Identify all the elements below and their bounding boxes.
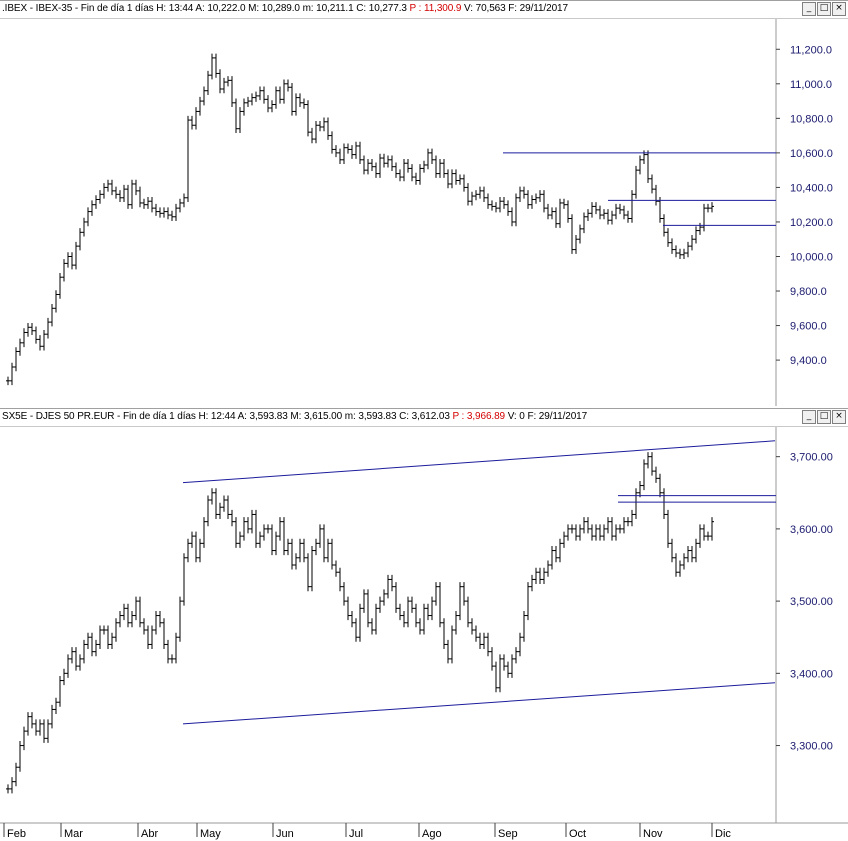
sx5e-close: C: 3,612.03 (399, 411, 450, 422)
sx5e-open: A: 3,593.83 (237, 411, 288, 422)
sx5e-trendline[interactable] (182, 682, 776, 725)
sx5e-y-tick-label: 3,500.00 (790, 596, 833, 608)
sx5e-x-tick-label: Nov (643, 828, 663, 840)
maximize-icon[interactable]: □ (817, 410, 831, 424)
ibex-y-tick-label: 11,000.0 (790, 79, 832, 91)
sx5e-y-tick-label: 3,700.00 (790, 452, 833, 464)
sx5e-header-text: SX5E - DJES 50 PR.EUR - Fin de día 1 día… (2, 411, 587, 422)
ibex-chart: 9,400.0 9,600.0 9,800.0 10,000.0 10,200.0 10,… (6, 19, 833, 406)
sx5e-x-tick-label: Mar (64, 828, 83, 840)
sx5e-x-tick-label: Dic (715, 828, 731, 840)
ibex-date: F: 29/11/2017 (508, 3, 568, 14)
ibex-y-tick-label: 11,200.0 (790, 44, 832, 56)
sx5e-high: M: 3,615.00 (290, 411, 343, 422)
sx5e-x-tick-label: Ago (422, 828, 442, 840)
ibex-time: H: 13:44 (156, 3, 194, 14)
sx5e-date: F: 29/11/2017 (527, 411, 588, 422)
ibex-header-text: .IBEX - IBEX-35 - Fin de día 1 días H: 1… (2, 3, 568, 14)
sx5e-price-series (6, 452, 714, 794)
sx5e-volume: V: 0 (507, 411, 525, 422)
ibex-high: M: 10,289.0 (248, 3, 300, 14)
ibex-y-tick-label: 10,800.0 (790, 113, 833, 125)
ibex-y-tick-label: 10,600.0 (790, 148, 833, 160)
sx5e-low: m: 3,593.83 (344, 411, 397, 422)
sx5e-x-tick-label: Jun (276, 828, 294, 840)
sx5e-trendline[interactable] (182, 440, 776, 484)
sx5e-x-tick-label: Jul (349, 828, 363, 840)
sx5e-time: H: 12:44 (198, 411, 236, 422)
sx5e-header: SX5E - DJES 50 PR.EUR - Fin de día 1 día… (0, 409, 848, 427)
ibex-symbol: .IBEX - IBEX-35 - Fin de día 1 días (2, 3, 154, 14)
sx5e-y-tick-label: 3,300.00 (790, 741, 833, 753)
ibex-low: m: 10,211.1 (302, 3, 354, 14)
ibex-volume: V: 70,563 (464, 3, 506, 14)
sx5e-x-tick-label: Oct (569, 828, 586, 840)
ibex-header: .IBEX - IBEX-35 - Fin de día 1 días H: 1… (0, 1, 848, 19)
ibex-y-tick-label: 9,600.0 (790, 321, 827, 333)
sx5e-target: P : 3,966.89 (452, 411, 506, 422)
sx5e-window-buttons: _ □ × (802, 410, 846, 424)
ibex-target: P : 11,300.9 (409, 3, 462, 14)
sx5e-x-tick-label: Feb (7, 828, 26, 840)
sx5e-x-tick-label: Abr (141, 828, 158, 840)
sx5e-x-tick-label: May (200, 828, 221, 840)
ibex-price-series (6, 53, 714, 386)
ibex-y-tick-label: 9,400.0 (790, 355, 827, 367)
ibex-y-tick-label: 10,000.0 (790, 251, 833, 263)
sx5e-y-tick-label: 3,600.00 (790, 524, 833, 536)
ibex-y-tick-label: 9,800.0 (790, 286, 827, 298)
minimize-icon[interactable]: _ (802, 2, 816, 16)
maximize-icon[interactable]: □ (817, 2, 831, 16)
ibex-window-buttons: _ □ × (802, 2, 846, 16)
sx5e-y-tick-label: 3,400.00 (790, 668, 833, 680)
sx5e-panel: SX5E - DJES 50 PR.EUR - Fin de día 1 día… (0, 408, 848, 841)
ibex-y-tick-label: 10,400.0 (790, 182, 833, 194)
close-icon[interactable]: × (832, 2, 846, 16)
minimize-icon[interactable]: _ (802, 410, 816, 424)
ibex-open: A: 10,222.0 (195, 3, 246, 14)
ibex-y-tick-label: 10,200.0 (790, 217, 833, 229)
ibex-close: C: 10,277.3 (356, 3, 407, 14)
ibex-panel: .IBEX - IBEX-35 - Fin de día 1 días H: 1… (0, 0, 848, 406)
sx5e-symbol: SX5E - DJES 50 PR.EUR - Fin de día 1 día… (2, 411, 196, 422)
close-icon[interactable]: × (832, 410, 846, 424)
sx5e-x-tick-label: Sep (498, 828, 518, 840)
sx5e-chart: 3,300.00 3,400.00 3,500.00 3,600.00 3,700.00… (0, 427, 848, 840)
